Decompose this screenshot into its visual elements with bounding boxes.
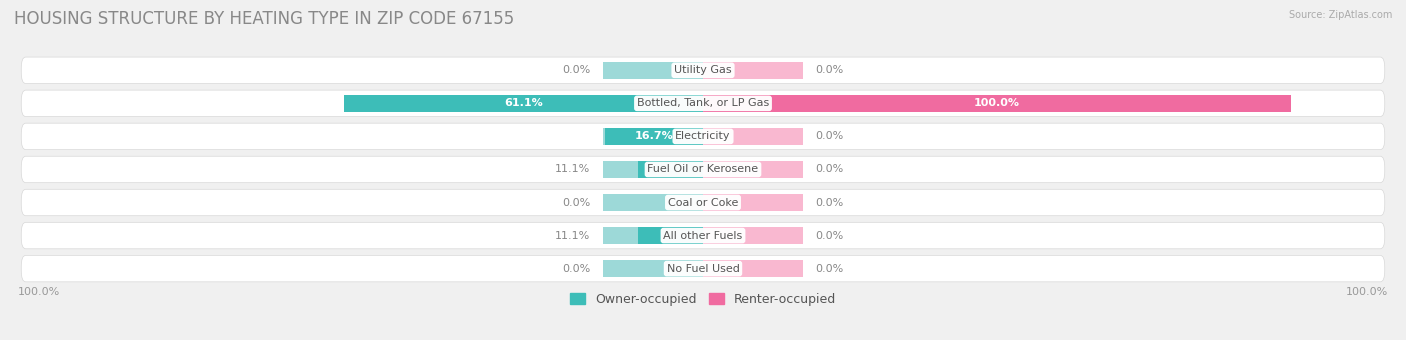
Text: 0.0%: 0.0% bbox=[815, 65, 844, 75]
FancyBboxPatch shape bbox=[21, 57, 1385, 84]
Text: 16.7%: 16.7% bbox=[634, 131, 673, 141]
Bar bbox=[638, 161, 703, 178]
Text: 100.0%: 100.0% bbox=[17, 287, 59, 298]
Bar bbox=[603, 161, 703, 178]
Bar bbox=[603, 227, 703, 244]
Bar bbox=[703, 95, 1291, 112]
Text: 0.0%: 0.0% bbox=[815, 198, 844, 207]
Bar bbox=[703, 161, 803, 178]
Text: Electricity: Electricity bbox=[675, 131, 731, 141]
Text: 11.1%: 11.1% bbox=[555, 231, 591, 241]
Bar bbox=[703, 128, 803, 145]
Bar bbox=[605, 128, 703, 145]
Bar bbox=[603, 62, 703, 79]
Text: 0.0%: 0.0% bbox=[815, 264, 844, 274]
Text: 61.1%: 61.1% bbox=[503, 98, 543, 108]
Bar bbox=[603, 194, 703, 211]
Bar bbox=[603, 128, 703, 145]
Text: Bottled, Tank, or LP Gas: Bottled, Tank, or LP Gas bbox=[637, 98, 769, 108]
Text: Utility Gas: Utility Gas bbox=[675, 65, 731, 75]
Bar bbox=[703, 95, 1291, 112]
Text: HOUSING STRUCTURE BY HEATING TYPE IN ZIP CODE 67155: HOUSING STRUCTURE BY HEATING TYPE IN ZIP… bbox=[14, 10, 515, 28]
Bar bbox=[703, 227, 803, 244]
FancyBboxPatch shape bbox=[21, 123, 1385, 150]
Bar bbox=[603, 260, 703, 277]
FancyBboxPatch shape bbox=[21, 189, 1385, 216]
Text: No Fuel Used: No Fuel Used bbox=[666, 264, 740, 274]
FancyBboxPatch shape bbox=[21, 255, 1385, 282]
Text: 100.0%: 100.0% bbox=[974, 98, 1019, 108]
FancyBboxPatch shape bbox=[21, 156, 1385, 183]
Legend: Owner-occupied, Renter-occupied: Owner-occupied, Renter-occupied bbox=[565, 288, 841, 311]
Bar bbox=[703, 194, 803, 211]
Text: 100.0%: 100.0% bbox=[1347, 287, 1389, 298]
Bar bbox=[638, 227, 703, 244]
Bar bbox=[344, 95, 703, 112]
Text: 0.0%: 0.0% bbox=[562, 264, 591, 274]
Text: Fuel Oil or Kerosene: Fuel Oil or Kerosene bbox=[647, 165, 759, 174]
Text: 0.0%: 0.0% bbox=[815, 231, 844, 241]
Text: All other Fuels: All other Fuels bbox=[664, 231, 742, 241]
Text: Source: ZipAtlas.com: Source: ZipAtlas.com bbox=[1288, 10, 1392, 20]
Bar bbox=[703, 62, 803, 79]
Bar bbox=[703, 260, 803, 277]
Text: Coal or Coke: Coal or Coke bbox=[668, 198, 738, 207]
Text: 0.0%: 0.0% bbox=[562, 198, 591, 207]
Text: 0.0%: 0.0% bbox=[562, 65, 591, 75]
FancyBboxPatch shape bbox=[21, 222, 1385, 249]
Text: 11.1%: 11.1% bbox=[555, 165, 591, 174]
Text: 0.0%: 0.0% bbox=[815, 131, 844, 141]
Bar bbox=[344, 95, 703, 112]
FancyBboxPatch shape bbox=[21, 90, 1385, 117]
Text: 0.0%: 0.0% bbox=[815, 165, 844, 174]
